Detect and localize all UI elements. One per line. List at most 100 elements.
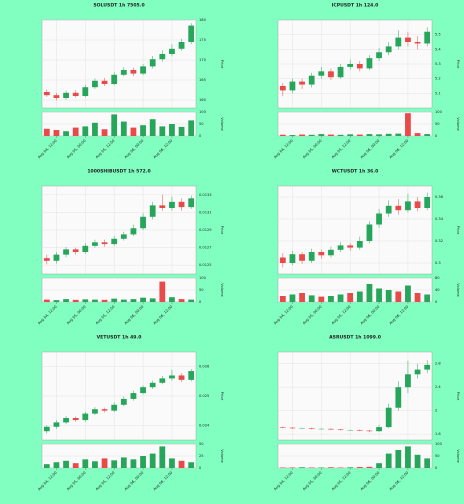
- candle-body: [309, 76, 315, 85]
- candle-body: [54, 95, 60, 98]
- volume-bar: [92, 123, 98, 136]
- volume-bar: [376, 289, 382, 303]
- volume-bar: [82, 126, 88, 136]
- volume-bar: [131, 459, 137, 468]
- y-tick-label: 0.0125: [199, 263, 212, 267]
- candle-body: [299, 254, 305, 261]
- candle-body: [376, 214, 382, 225]
- x-tick-label: Aug 04, 12:00: [37, 138, 58, 159]
- candle-body: [179, 375, 185, 379]
- volume-bar: [357, 467, 363, 468]
- volume-bar: [92, 300, 98, 302]
- candle-body: [357, 64, 363, 68]
- y-tick-label: 160: [199, 98, 207, 102]
- volume-bar: [169, 124, 175, 136]
- candle-body: [121, 234, 127, 238]
- x-tick-label: Aug 05, 12:00: [331, 470, 352, 491]
- y-axis-label: Price: [456, 392, 460, 402]
- volume-bar: [405, 446, 411, 468]
- volume-bar: [299, 467, 305, 468]
- candle-body: [309, 252, 315, 261]
- volume-tick-label: 50: [199, 442, 204, 446]
- volume-bar: [309, 295, 315, 302]
- y-tick-label: 0.36: [435, 195, 444, 199]
- candle-body: [376, 52, 382, 58]
- candle-body: [150, 59, 156, 66]
- volume-bar: [347, 134, 353, 136]
- y-tick-label: 2: [435, 409, 437, 413]
- candle-body: [299, 82, 305, 85]
- volume-bar: [44, 300, 50, 302]
- candle-body: [347, 245, 353, 247]
- candle-body: [357, 430, 363, 431]
- candle-body: [415, 201, 421, 208]
- volume-bar: [309, 135, 315, 136]
- candle-body: [111, 405, 117, 411]
- x-tick-label: Aug 05, 00:00: [66, 470, 87, 491]
- volume-bar: [54, 300, 60, 302]
- candle-body: [92, 242, 98, 246]
- candle-body: [424, 32, 430, 44]
- candle-body: [111, 75, 117, 84]
- candle-body: [102, 242, 108, 244]
- volume-bar: [395, 134, 401, 136]
- x-tick-label: Aug 06, 12:00: [153, 470, 174, 491]
- volume-tick-label: 0: [435, 466, 438, 470]
- candle-body: [290, 428, 296, 429]
- volume-bar: [318, 134, 324, 136]
- plot-area: [278, 352, 432, 440]
- y-tick-label: 2.4: [435, 385, 441, 389]
- candle-body: [92, 409, 98, 413]
- chart-title: ASRUSDT 1h 1099.0: [329, 335, 381, 341]
- volume-tick-label: 80: [435, 276, 440, 280]
- volume-bar: [299, 135, 305, 136]
- x-tick-label: Aug 05, 00:00: [302, 138, 323, 159]
- candle-body: [102, 81, 108, 84]
- candle-body: [338, 429, 344, 430]
- x-tick-label: Aug 06, 12:00: [389, 304, 410, 325]
- candle-body: [367, 431, 373, 432]
- candle-body: [169, 375, 175, 378]
- volume-bar: [367, 284, 373, 302]
- volume-tick-label: 50: [199, 288, 204, 292]
- candle-body: [121, 399, 127, 405]
- candle-body: [140, 217, 146, 228]
- volume-bar: [179, 299, 185, 302]
- y-tick-label: 1.6: [435, 432, 441, 436]
- volume-tick-label: 50: [435, 122, 440, 126]
- x-tick-label: Aug 06, 12:00: [153, 304, 174, 325]
- volume-bar: [357, 292, 363, 303]
- candle-body: [367, 58, 373, 68]
- y-tick-label: 0.025: [199, 394, 209, 398]
- candle-body: [179, 202, 185, 207]
- volume-bar: [82, 459, 88, 468]
- x-tick-label: Aug 04, 12:00: [37, 470, 58, 491]
- volume-bar: [328, 467, 334, 468]
- volume-bar: [169, 297, 175, 302]
- y-axis-label: Price: [456, 60, 460, 70]
- candle-body: [318, 71, 324, 75]
- volume-bar: [131, 128, 137, 136]
- volume-tick-label: 50: [435, 454, 440, 458]
- candle-body: [169, 202, 175, 208]
- volume-bar: [328, 135, 334, 136]
- volume-bar: [299, 293, 305, 302]
- candle-body: [328, 71, 334, 77]
- candle-body: [309, 428, 315, 429]
- chart-title: VETUSDT 1h 49.0: [97, 335, 142, 341]
- candle-body: [92, 81, 98, 87]
- volume-bar: [188, 300, 194, 302]
- candle-body: [159, 54, 165, 59]
- candle-body: [328, 429, 334, 430]
- volume-bar: [44, 464, 50, 468]
- candle-body: [54, 422, 60, 426]
- candle-body: [63, 93, 69, 98]
- volume-bar: [290, 135, 296, 136]
- x-tick-label: Aug 04, 12:00: [273, 304, 294, 325]
- volume-bar: [150, 298, 156, 302]
- candle-body: [395, 387, 401, 408]
- volume-bar: [121, 457, 127, 468]
- volume-bar: [386, 134, 392, 136]
- y-axis-label: Price: [456, 226, 460, 236]
